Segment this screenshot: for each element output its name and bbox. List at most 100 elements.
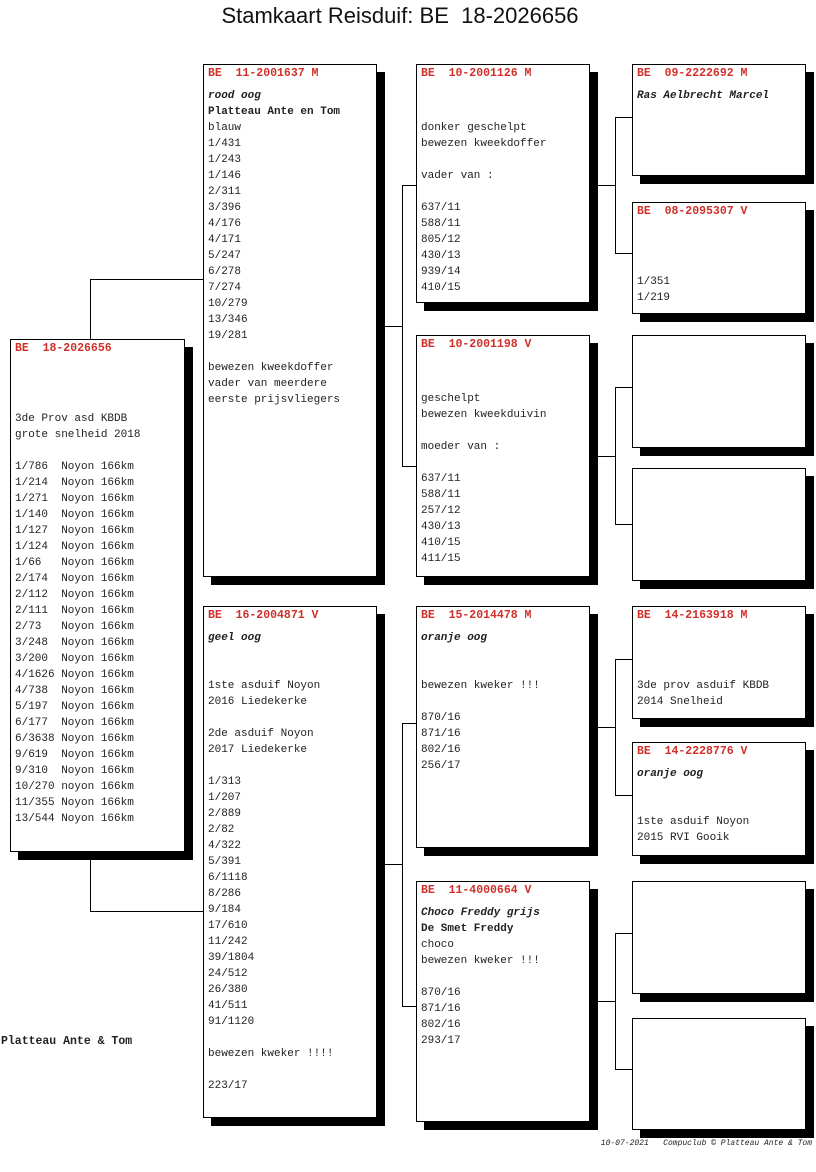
detail-line: choco [421, 939, 455, 951]
detail-line: 588/11 [421, 489, 461, 501]
detail-line: 39/1804 [208, 952, 255, 964]
detail-line [208, 646, 333, 662]
bird-card-dd-sire [632, 881, 806, 994]
detail-line: 1/66 Noyon 166km [15, 557, 134, 569]
detail-line: 3de Prov asd KBDB [15, 413, 128, 425]
ring-number: BE 10-2001198 V [421, 338, 532, 351]
detail-line: 9/184 [208, 904, 242, 916]
bird-details: donker geschelpt bewezen kweekdoffer vader… [421, 88, 546, 296]
detail-line: 9/310 Noyon 166km [15, 765, 134, 777]
detail-line: 802/16 [421, 744, 461, 756]
detail-line [421, 969, 540, 985]
detail-line: 2015 RVI Gooik [637, 832, 730, 844]
detail-line [421, 359, 546, 375]
detail-line: 6/278 [208, 266, 242, 278]
detail-line: 871/16 [421, 728, 461, 740]
detail-line: 1/786 Noyon 166km [15, 461, 134, 473]
detail-line: 19/281 [208, 330, 248, 342]
detail-line [15, 379, 140, 395]
bird-details: geel oog 1ste asduif Noyon 2016 Liedekerke… [208, 630, 333, 1094]
detail-line: 2/82 [208, 824, 235, 836]
ring-number: BE 15-2014478 M [421, 609, 532, 622]
detail-line: 1/124 Noyon 166km [15, 541, 134, 553]
detail-line: 430/13 [421, 250, 461, 262]
detail-line [421, 455, 546, 471]
detail-line: moeder van : [421, 441, 501, 453]
bird-card-dam: BE 16-2004871 V geel oog 1ste asduif Noyon… [203, 606, 377, 1118]
detail-line: 2/889 [208, 808, 242, 820]
detail-line: rood oog [208, 90, 261, 102]
bird-card-ss-sire: BE 09-2222692 M Ras Aelbrecht Marcel [632, 64, 806, 176]
detail-line: 410/15 [421, 537, 461, 549]
detail-line: 588/11 [421, 218, 461, 230]
detail-line: 6/1118 [208, 872, 248, 884]
detail-line [421, 152, 546, 168]
detail-line: 2/112 Noyon 166km [15, 589, 134, 601]
detail-line: 10/279 [208, 298, 248, 310]
bird-card-ds-dam: BE 14-2228776 V oranje oog 1ste asduif Noy… [632, 742, 806, 856]
detail-line: De Smet Freddy [421, 923, 514, 935]
detail-line [637, 782, 749, 798]
ring-number: BE 11-4000664 V [421, 884, 532, 897]
detail-line [208, 758, 333, 774]
bird-card-ss-dam: BE 08-2095307 V 1/351 1/219 [632, 202, 806, 314]
detail-line [15, 395, 140, 411]
detail-line [421, 375, 546, 391]
detail-line: bewezen kweker !!! [421, 955, 540, 967]
bird-card-sd-sire [632, 335, 806, 448]
detail-line: 1/313 [208, 776, 242, 788]
detail-line [421, 646, 540, 662]
detail-line: bewezen kweekdoffer [208, 362, 334, 374]
detail-line: 2/311 [208, 186, 242, 198]
footer-credits: 10-07-2021 Compuclub © Platteau Ante & T… [600, 1139, 812, 1148]
bird-card-dd-dam [632, 1018, 806, 1130]
detail-line: 24/512 [208, 968, 248, 980]
detail-line: 5/197 Noyon 166km [15, 701, 134, 713]
detail-line: 2016 Liedekerke [208, 696, 308, 708]
detail-line: 3/200 Noyon 166km [15, 653, 134, 665]
breeder-name: Platteau Ante & Tom [1, 1035, 133, 1048]
detail-line [637, 258, 670, 274]
detail-line: 6/177 Noyon 166km [15, 717, 134, 729]
detail-line: 8/286 [208, 888, 242, 900]
ring-number: BE 10-2001126 M [421, 67, 532, 80]
detail-line: 2/111 Noyon 166km [15, 605, 134, 617]
detail-line: 1/214 Noyon 166km [15, 477, 134, 489]
detail-line: 11/242 [208, 936, 248, 948]
ring-number: BE 18-2026656 [15, 342, 112, 355]
ring-number: BE 11-2001637 M [208, 67, 319, 80]
detail-line: 10/270 noyon 166km [15, 781, 134, 793]
detail-line [421, 88, 546, 104]
ring-number: BE 14-2163918 M [637, 609, 748, 622]
detail-line: 2017 Liedekerke [208, 744, 308, 756]
detail-line: 1/271 Noyon 166km [15, 493, 134, 505]
detail-line: 17/610 [208, 920, 248, 932]
detail-line [208, 1062, 333, 1078]
detail-line: 939/14 [421, 266, 461, 278]
detail-line: 1/243 [208, 154, 242, 166]
detail-line: 91/1120 [208, 1016, 255, 1028]
detail-line: 2/174 Noyon 166km [15, 573, 134, 585]
bird-details: 1/351 1/219 [637, 226, 670, 306]
detail-line [421, 104, 546, 120]
detail-line: eerste prijsvliegers [208, 394, 341, 406]
detail-line: 870/16 [421, 712, 461, 724]
detail-line: 637/11 [421, 473, 461, 485]
detail-line: 5/391 [208, 856, 242, 868]
detail-line: 870/16 [421, 987, 461, 999]
detail-line [208, 662, 333, 678]
detail-line [208, 344, 340, 360]
detail-line: oranje oog [637, 768, 704, 780]
detail-line: 805/12 [421, 234, 461, 246]
detail-line: 13/346 [208, 314, 248, 326]
detail-line: vader van meerdere [208, 378, 327, 390]
detail-line: 430/13 [421, 521, 461, 533]
detail-line [637, 226, 670, 242]
detail-line: 802/16 [421, 1019, 461, 1031]
detail-line: 637/11 [421, 202, 461, 214]
ring-number: BE 14-2228776 V [637, 745, 748, 758]
bird-details: 3de prov asduif KBDB 2014 Snelheid [637, 630, 769, 710]
detail-line: geel oog [208, 632, 261, 644]
detail-line: 410/15 [421, 282, 461, 294]
bird-details: rood oog Platteau Ante en Tom blauw 1/431 1/… [208, 88, 340, 408]
